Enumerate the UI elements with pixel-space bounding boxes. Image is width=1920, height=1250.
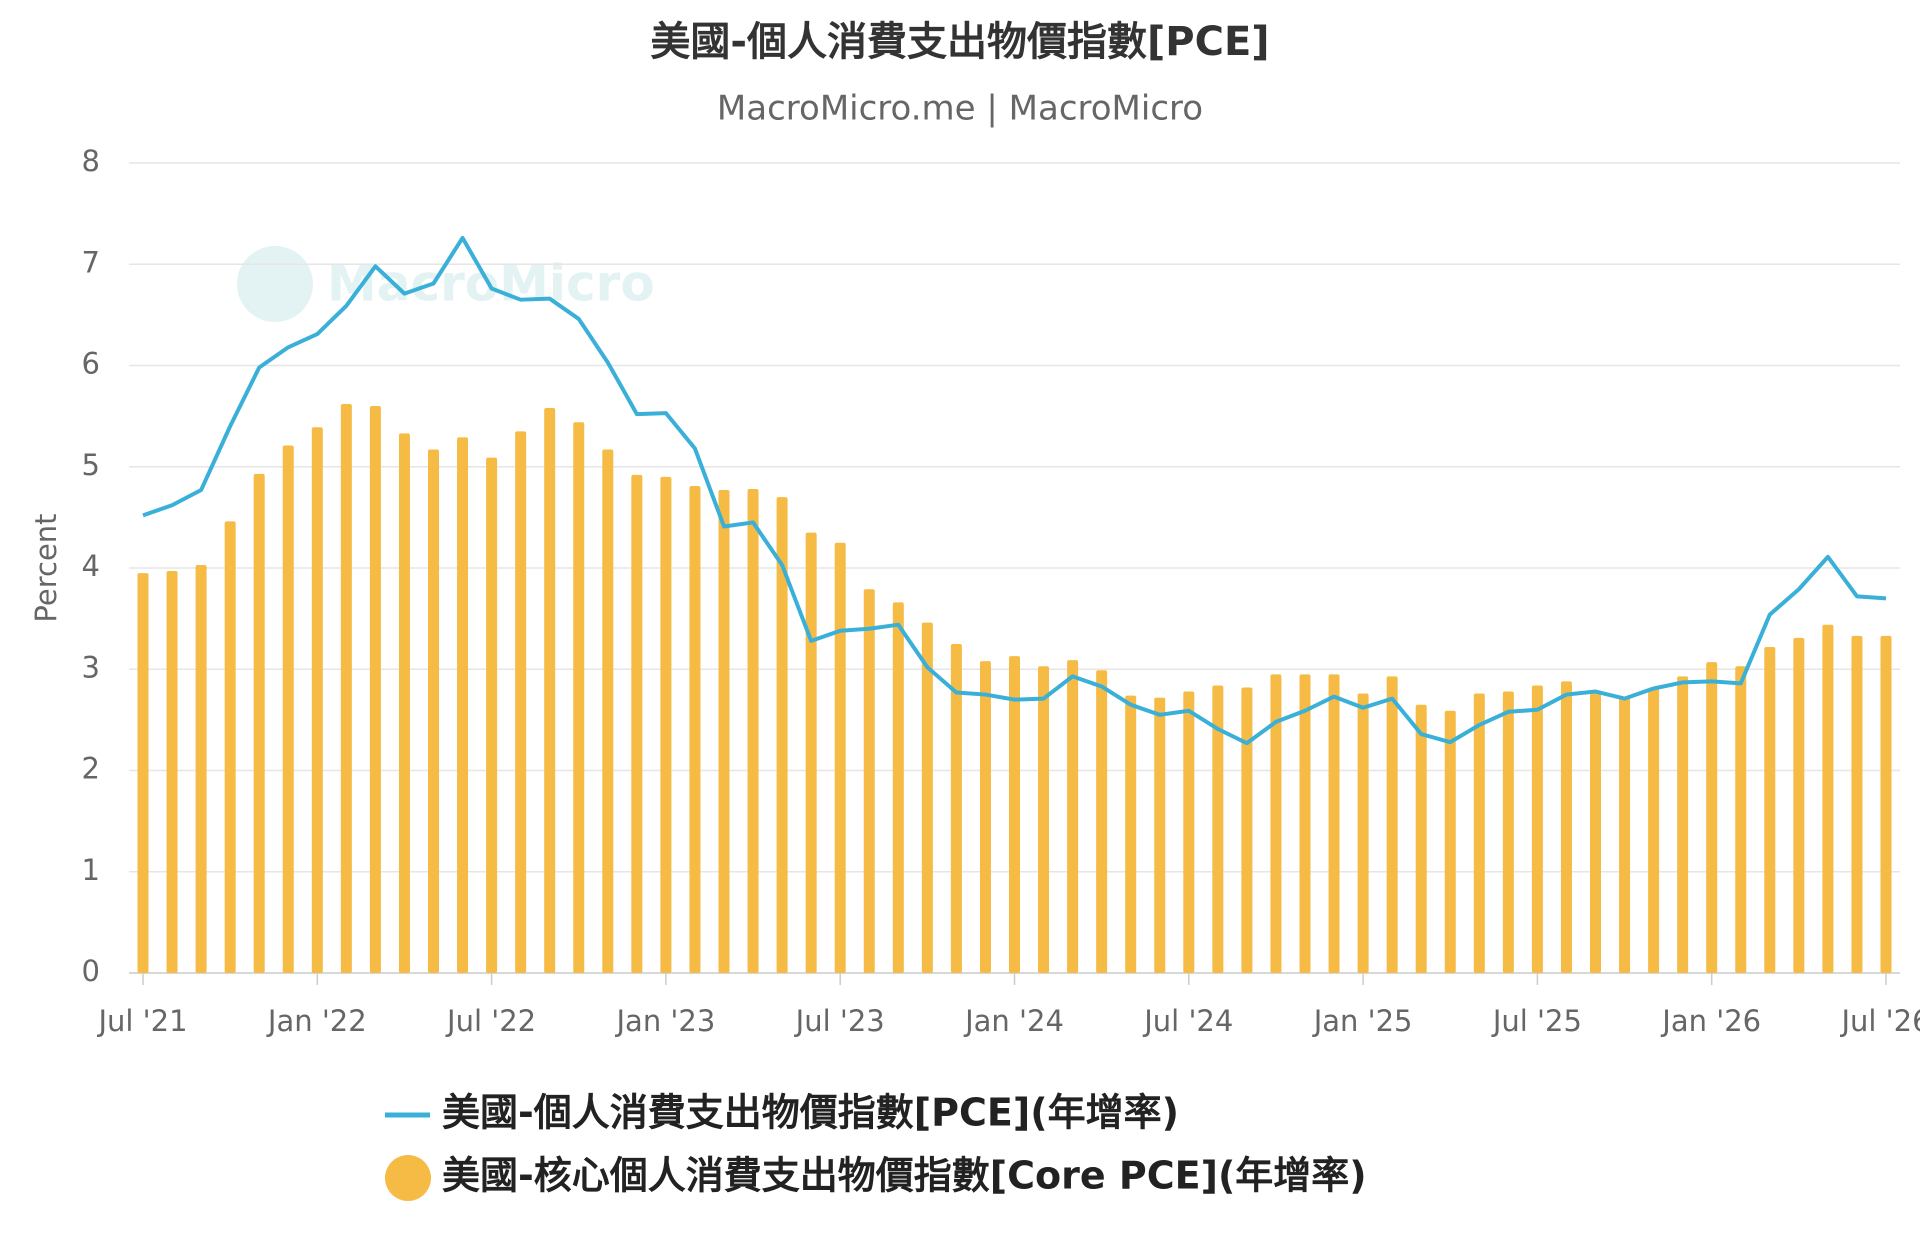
bar bbox=[1415, 704, 1427, 973]
bar bbox=[1880, 635, 1892, 973]
y-tick-label: 7 bbox=[82, 245, 100, 279]
bar bbox=[195, 564, 207, 973]
bar bbox=[486, 457, 498, 973]
bar bbox=[1386, 676, 1398, 973]
x-tick-label: Jan '26 bbox=[1660, 1004, 1761, 1038]
x-tick-label: Jul '24 bbox=[1142, 1004, 1233, 1038]
bar bbox=[515, 431, 527, 973]
bar bbox=[1038, 666, 1050, 973]
bar bbox=[1154, 697, 1166, 973]
bar bbox=[1212, 685, 1224, 973]
bar bbox=[137, 573, 149, 973]
x-tick-label: Jan '24 bbox=[963, 1004, 1064, 1038]
y-tick-label: 3 bbox=[82, 650, 100, 684]
bar bbox=[369, 406, 381, 973]
bar bbox=[1822, 624, 1834, 973]
y-tick-label: 0 bbox=[82, 954, 100, 988]
legend-symbol bbox=[385, 1155, 431, 1201]
bar bbox=[747, 489, 759, 973]
bar bbox=[428, 449, 439, 974]
bar bbox=[1502, 691, 1514, 973]
y-tick-label: 1 bbox=[82, 853, 100, 887]
bar bbox=[1241, 687, 1253, 973]
x-tick-label: Jul '21 bbox=[96, 1004, 187, 1038]
watermark-logo bbox=[237, 246, 313, 322]
bar bbox=[253, 473, 265, 973]
bar bbox=[892, 602, 904, 973]
y-tick-label: 4 bbox=[82, 549, 100, 583]
x-tick-label: Jul '22 bbox=[445, 1004, 536, 1038]
bar bbox=[979, 661, 991, 973]
chart-subtitle: MacroMicro.me | MacroMicro bbox=[717, 89, 1203, 129]
bar bbox=[544, 408, 556, 973]
bar bbox=[1009, 656, 1020, 973]
chart-title: 美國-個人消費支出物價指數[PCE] bbox=[650, 19, 1269, 65]
x-tick-label: Jul '23 bbox=[794, 1004, 885, 1038]
x-tick-label: Jul '26 bbox=[1839, 1004, 1920, 1038]
bar bbox=[1270, 674, 1282, 973]
bar bbox=[1531, 685, 1543, 973]
bar bbox=[834, 542, 846, 973]
bar bbox=[602, 449, 614, 974]
bar bbox=[776, 497, 788, 973]
bar bbox=[950, 643, 962, 973]
bar bbox=[1067, 660, 1079, 973]
bar bbox=[1125, 695, 1137, 973]
bar bbox=[340, 403, 352, 974]
bar bbox=[1357, 693, 1369, 973]
bar bbox=[1764, 646, 1776, 973]
bar bbox=[805, 532, 817, 973]
y-axis-label: Percent bbox=[29, 513, 63, 622]
legend-label: 美國-個人消費支出物價指數[PCE](年增率) bbox=[442, 1091, 1179, 1135]
bar bbox=[1735, 666, 1747, 973]
y-tick-label: 5 bbox=[82, 448, 100, 482]
bar bbox=[1183, 691, 1195, 973]
bar bbox=[689, 485, 701, 973]
bar bbox=[660, 476, 672, 973]
y-tick-label: 8 bbox=[82, 144, 100, 178]
bar bbox=[718, 490, 730, 973]
x-tick-label: Jan '25 bbox=[1312, 1004, 1413, 1038]
y-tick-label: 6 bbox=[82, 347, 100, 381]
bar bbox=[1444, 710, 1456, 973]
bar bbox=[166, 571, 178, 973]
bar bbox=[921, 622, 933, 973]
x-tick-label: Jan '22 bbox=[266, 1004, 367, 1038]
bar bbox=[1793, 637, 1805, 973]
bar bbox=[1851, 635, 1863, 973]
bar bbox=[863, 589, 875, 973]
bar bbox=[1590, 690, 1601, 973]
bar bbox=[1619, 697, 1631, 973]
x-tick-label: Jul '25 bbox=[1491, 1004, 1582, 1038]
bar bbox=[224, 521, 236, 973]
bar bbox=[573, 422, 585, 973]
line bbox=[142, 235, 1887, 746]
bar bbox=[1328, 674, 1340, 973]
bar bbox=[631, 474, 643, 973]
bar bbox=[1299, 674, 1311, 973]
bar bbox=[1560, 681, 1572, 973]
bar bbox=[311, 427, 323, 973]
bar bbox=[1677, 676, 1689, 973]
bar bbox=[1473, 693, 1485, 973]
bar bbox=[1706, 662, 1718, 973]
bar bbox=[1096, 670, 1108, 973]
legend-label: 美國-核心個人消費支出物價指數[Core PCE](年增率) bbox=[442, 1154, 1367, 1198]
bar bbox=[398, 433, 410, 973]
bar bbox=[457, 437, 469, 973]
x-tick-label: Jan '23 bbox=[615, 1004, 716, 1038]
bar bbox=[282, 445, 294, 973]
y-tick-label: 2 bbox=[82, 752, 100, 786]
bar bbox=[1648, 687, 1660, 973]
